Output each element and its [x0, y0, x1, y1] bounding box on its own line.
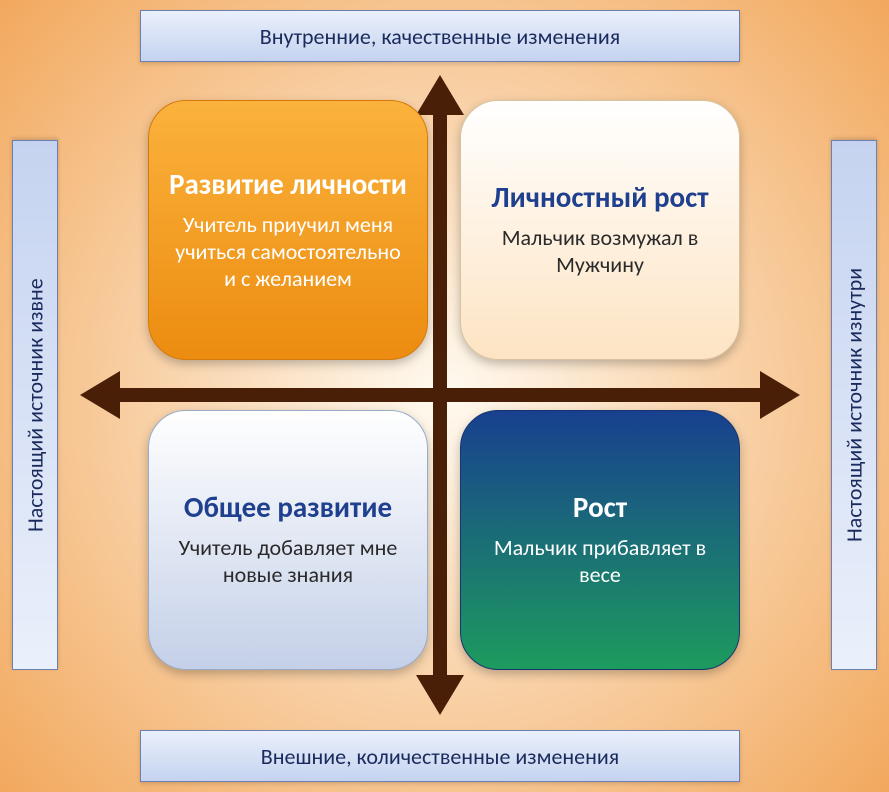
quad-tl-desc: Учитель приучил меня учиться самостоятел… — [169, 212, 407, 292]
quad-tl-title: Развитие личности — [169, 168, 407, 200]
axis-label-right-text: Настоящий источник изнутри — [841, 268, 868, 542]
axis-label-left: Настоящий источник извне — [12, 140, 58, 670]
axis-label-top: Внутренние, качественные изменения — [140, 10, 740, 62]
quadrant-top-right: Личностный рост Мальчик возмужал в Мужчи… — [460, 100, 740, 360]
quad-tr-desc: Мальчик возмужал в Мужчину — [481, 225, 719, 279]
quadrant-bottom-right: Рост Мальчик прибавляет в весе — [460, 410, 740, 670]
axis-label-right: Настоящий источник изнутри — [831, 140, 877, 670]
quad-tr-title: Личностный рост — [481, 181, 719, 213]
background — [0, 0, 889, 792]
axis-label-bottom-text: Внешние, количественные изменения — [261, 743, 619, 770]
quad-br-desc: Мальчик прибавляет в весе — [481, 535, 719, 589]
axis-label-bottom: Внешние, количественные изменения — [140, 730, 740, 782]
quad-br-title: Рост — [481, 491, 719, 523]
quad-bl-desc: Учитель добавляет мне новые знания — [169, 535, 407, 589]
axis-label-left-text: Настоящий источник извне — [22, 278, 49, 532]
quadrant-top-left: Развитие личности Учитель приучил меня у… — [148, 100, 428, 360]
quadrant-bottom-left: Общее развитие Учитель добавляет мне нов… — [148, 410, 428, 670]
axis-label-top-text: Внутренние, качественные изменения — [260, 23, 620, 50]
quad-bl-title: Общее развитие — [169, 491, 407, 523]
